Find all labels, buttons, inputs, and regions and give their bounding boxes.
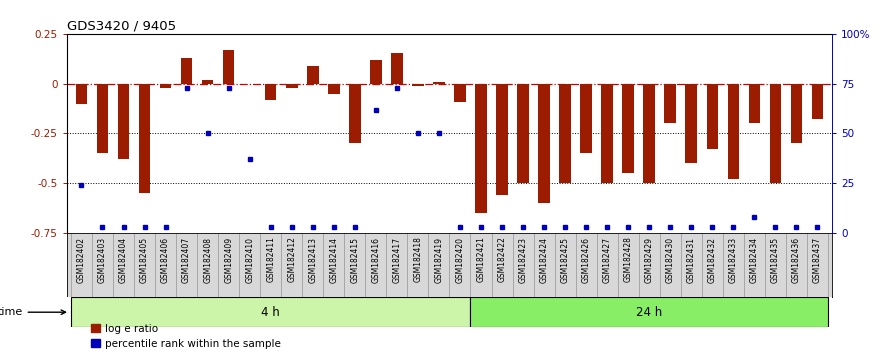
Bar xyxy=(517,84,529,183)
Bar xyxy=(328,84,340,93)
Bar xyxy=(222,50,234,84)
FancyBboxPatch shape xyxy=(471,297,828,327)
Text: GSM182427: GSM182427 xyxy=(603,236,611,282)
Text: time: time xyxy=(0,307,66,317)
Text: GSM182412: GSM182412 xyxy=(287,236,296,282)
Text: GSM182434: GSM182434 xyxy=(750,236,759,282)
Bar xyxy=(76,84,87,103)
FancyBboxPatch shape xyxy=(71,297,471,327)
Bar xyxy=(391,53,402,84)
Bar xyxy=(622,84,634,173)
Bar xyxy=(412,84,424,86)
Bar xyxy=(433,81,445,84)
Text: GSM182432: GSM182432 xyxy=(708,236,716,282)
Text: GSM182433: GSM182433 xyxy=(729,236,738,282)
Text: GSM182411: GSM182411 xyxy=(266,236,275,282)
Text: GSM182405: GSM182405 xyxy=(140,236,149,282)
Bar xyxy=(497,84,508,195)
Bar xyxy=(97,84,109,153)
Bar xyxy=(117,84,129,159)
Bar xyxy=(160,84,172,87)
Text: 4 h: 4 h xyxy=(262,306,280,319)
Text: GSM182422: GSM182422 xyxy=(498,236,506,282)
Bar xyxy=(454,84,465,102)
Bar xyxy=(770,84,781,183)
Bar xyxy=(665,84,676,124)
Text: GSM182428: GSM182428 xyxy=(624,236,633,282)
Text: GSM182430: GSM182430 xyxy=(666,236,675,282)
Text: GSM182424: GSM182424 xyxy=(539,236,548,282)
Bar xyxy=(286,84,297,87)
Text: GSM182414: GSM182414 xyxy=(329,236,338,282)
Text: GSM182423: GSM182423 xyxy=(519,236,528,282)
Text: GSM182418: GSM182418 xyxy=(414,236,423,282)
Legend: log e ratio, percentile rank within the sample: log e ratio, percentile rank within the … xyxy=(87,319,285,353)
Text: GSM182436: GSM182436 xyxy=(792,236,801,282)
Bar xyxy=(707,84,718,149)
Text: GSM182415: GSM182415 xyxy=(351,236,360,282)
Text: GSM182425: GSM182425 xyxy=(561,236,570,282)
Bar xyxy=(685,84,697,164)
Bar xyxy=(265,84,277,99)
Text: GSM182402: GSM182402 xyxy=(77,236,86,282)
Text: GSM182403: GSM182403 xyxy=(98,236,107,282)
Text: GSM182431: GSM182431 xyxy=(687,236,696,282)
Text: GSM182409: GSM182409 xyxy=(224,236,233,282)
Text: GSM182404: GSM182404 xyxy=(119,236,128,282)
Bar xyxy=(812,84,823,120)
Bar xyxy=(370,59,382,84)
Bar xyxy=(475,84,487,213)
Bar xyxy=(790,84,802,143)
Text: GSM182416: GSM182416 xyxy=(371,236,380,282)
Bar xyxy=(559,84,570,183)
Bar xyxy=(139,84,150,193)
Bar xyxy=(538,84,550,203)
Bar xyxy=(202,80,214,84)
Text: GDS3420 / 9405: GDS3420 / 9405 xyxy=(67,19,176,33)
Text: GSM182406: GSM182406 xyxy=(161,236,170,282)
Text: GSM182417: GSM182417 xyxy=(392,236,401,282)
Text: GSM182429: GSM182429 xyxy=(644,236,654,282)
Bar xyxy=(349,84,360,143)
Bar xyxy=(307,65,319,84)
Bar xyxy=(643,84,655,183)
Text: GSM182419: GSM182419 xyxy=(434,236,443,282)
Text: GSM182435: GSM182435 xyxy=(771,236,780,282)
Bar xyxy=(181,58,192,84)
Text: GSM182420: GSM182420 xyxy=(456,236,465,282)
Text: GSM182407: GSM182407 xyxy=(182,236,191,282)
Text: GSM182426: GSM182426 xyxy=(582,236,591,282)
Bar xyxy=(748,84,760,124)
Text: 24 h: 24 h xyxy=(636,306,662,319)
Bar xyxy=(580,84,592,153)
Bar xyxy=(602,84,613,183)
Text: GSM182413: GSM182413 xyxy=(308,236,317,282)
Text: GSM182408: GSM182408 xyxy=(203,236,212,282)
Text: GSM182437: GSM182437 xyxy=(813,236,822,282)
Text: GSM182410: GSM182410 xyxy=(245,236,255,282)
Text: GSM182421: GSM182421 xyxy=(476,236,485,282)
Bar xyxy=(727,84,739,179)
